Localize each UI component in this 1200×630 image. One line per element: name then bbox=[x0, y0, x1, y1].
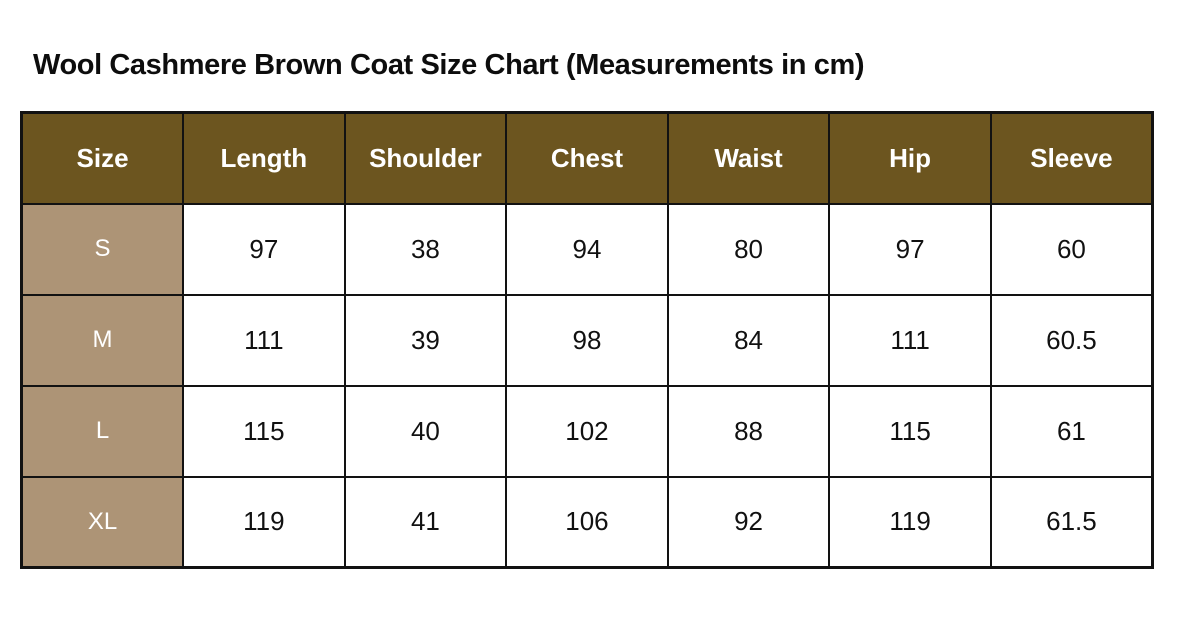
column-header-length: Length bbox=[182, 111, 346, 205]
table-row-m: M 111 39 98 84 111 60.5 bbox=[20, 293, 1154, 387]
size-chart-table: Size Length Shoulder Chest Waist Hip Sle… bbox=[20, 111, 1154, 569]
cell-xl-shoulder: 41 bbox=[343, 475, 508, 569]
cell-l-shoulder: 40 bbox=[343, 384, 508, 478]
cell-xl-length: 119 bbox=[182, 475, 346, 569]
cell-s-length: 97 bbox=[182, 202, 346, 296]
cell-s-sleeve: 60 bbox=[989, 202, 1154, 296]
size-chart-header: Size Length Shoulder Chest Waist Hip Sle… bbox=[20, 111, 1154, 205]
table-row-l: L 115 40 102 88 115 61 bbox=[20, 384, 1154, 478]
cell-l-waist: 88 bbox=[666, 384, 831, 478]
column-header-chest: Chest bbox=[505, 111, 669, 205]
cell-l-length: 115 bbox=[182, 384, 346, 478]
cell-m-shoulder: 39 bbox=[343, 293, 508, 387]
column-header-size: Size bbox=[20, 111, 185, 205]
table-row-s: S 97 38 94 80 97 60 bbox=[20, 202, 1154, 296]
cell-l-chest: 102 bbox=[505, 384, 669, 478]
cell-l-sleeve: 61 bbox=[989, 384, 1154, 478]
column-header-hip: Hip bbox=[828, 111, 992, 205]
row-header-xl: XL bbox=[20, 475, 185, 569]
cell-s-shoulder: 38 bbox=[343, 202, 508, 296]
cell-xl-sleeve: 61.5 bbox=[989, 475, 1154, 569]
column-header-shoulder: Shoulder bbox=[343, 111, 508, 205]
table-row-xl: XL 119 41 106 92 119 61.5 bbox=[20, 475, 1154, 569]
cell-m-sleeve: 60.5 bbox=[989, 293, 1154, 387]
cell-s-waist: 80 bbox=[666, 202, 831, 296]
cell-s-chest: 94 bbox=[505, 202, 669, 296]
page-title: Wool Cashmere Brown Coat Size Chart (Mea… bbox=[33, 49, 865, 81]
cell-xl-hip: 119 bbox=[828, 475, 992, 569]
cell-xl-waist: 92 bbox=[666, 475, 831, 569]
cell-m-hip: 111 bbox=[828, 293, 992, 387]
cell-s-hip: 97 bbox=[828, 202, 992, 296]
row-header-s: S bbox=[20, 202, 185, 296]
size-chart-body: S 97 38 94 80 97 60 M 111 39 98 84 111 6… bbox=[20, 202, 1154, 569]
cell-m-waist: 84 bbox=[666, 293, 831, 387]
cell-l-hip: 115 bbox=[828, 384, 992, 478]
cell-xl-chest: 106 bbox=[505, 475, 669, 569]
header-row: Size Length Shoulder Chest Waist Hip Sle… bbox=[20, 111, 1154, 205]
cell-m-length: 111 bbox=[182, 293, 346, 387]
row-header-m: M bbox=[20, 293, 185, 387]
column-header-waist: Waist bbox=[666, 111, 831, 205]
cell-m-chest: 98 bbox=[505, 293, 669, 387]
column-header-sleeve: Sleeve bbox=[989, 111, 1154, 205]
row-header-l: L bbox=[20, 384, 185, 478]
